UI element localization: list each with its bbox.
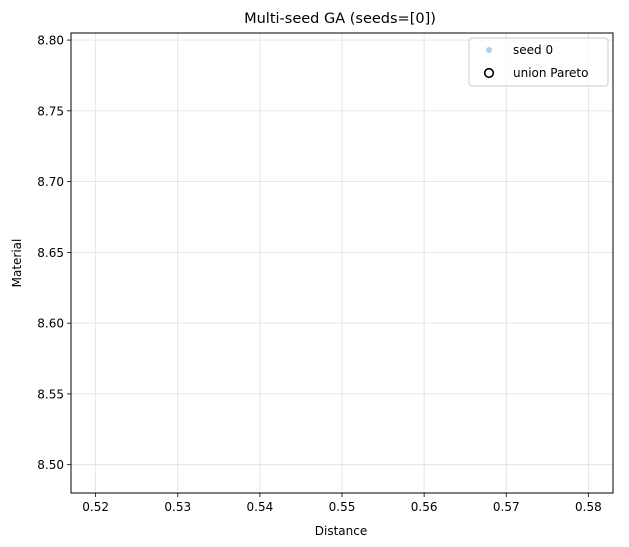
y-tick-label: 8.65 [37, 246, 64, 260]
legend-label-seed-0: seed 0 [513, 43, 553, 57]
x-tick-label: 0.58 [575, 500, 602, 514]
x-axis-label: Distance [315, 524, 367, 538]
legend: seed 0 union Pareto [468, 37, 609, 87]
y-axis-label: Material [10, 239, 24, 288]
y-tick-label: 8.80 [37, 34, 64, 48]
x-axis-ticks: 0.52 0.53 0.54 0.55 0.56 0.57 0.58 [82, 493, 602, 514]
x-tick-label: 0.53 [164, 500, 191, 514]
legend-marker-union-pareto [483, 67, 495, 79]
x-tick-label: 0.55 [329, 500, 356, 514]
y-tick-label: 8.70 [37, 175, 64, 189]
y-tick-label: 8.60 [37, 317, 64, 331]
y-tick-label: 8.75 [37, 104, 64, 118]
y-axis-ticks: 8.50 8.55 8.60 8.65 8.70 8.75 8.80 [37, 34, 71, 472]
chart-title: Multi-seed GA (seeds=[0]) [244, 11, 436, 27]
legend-box [468, 37, 609, 87]
y-tick-label: 8.50 [37, 458, 64, 472]
grid-lines [71, 33, 613, 493]
x-tick-label: 0.56 [411, 500, 438, 514]
y-tick-label: 8.55 [37, 387, 64, 401]
x-tick-label: 0.52 [82, 500, 109, 514]
x-tick-label: 0.57 [493, 500, 520, 514]
legend-label-union-pareto: union Pareto [513, 66, 588, 80]
x-tick-label: 0.54 [247, 500, 274, 514]
legend-marker-seed-0 [486, 47, 492, 53]
